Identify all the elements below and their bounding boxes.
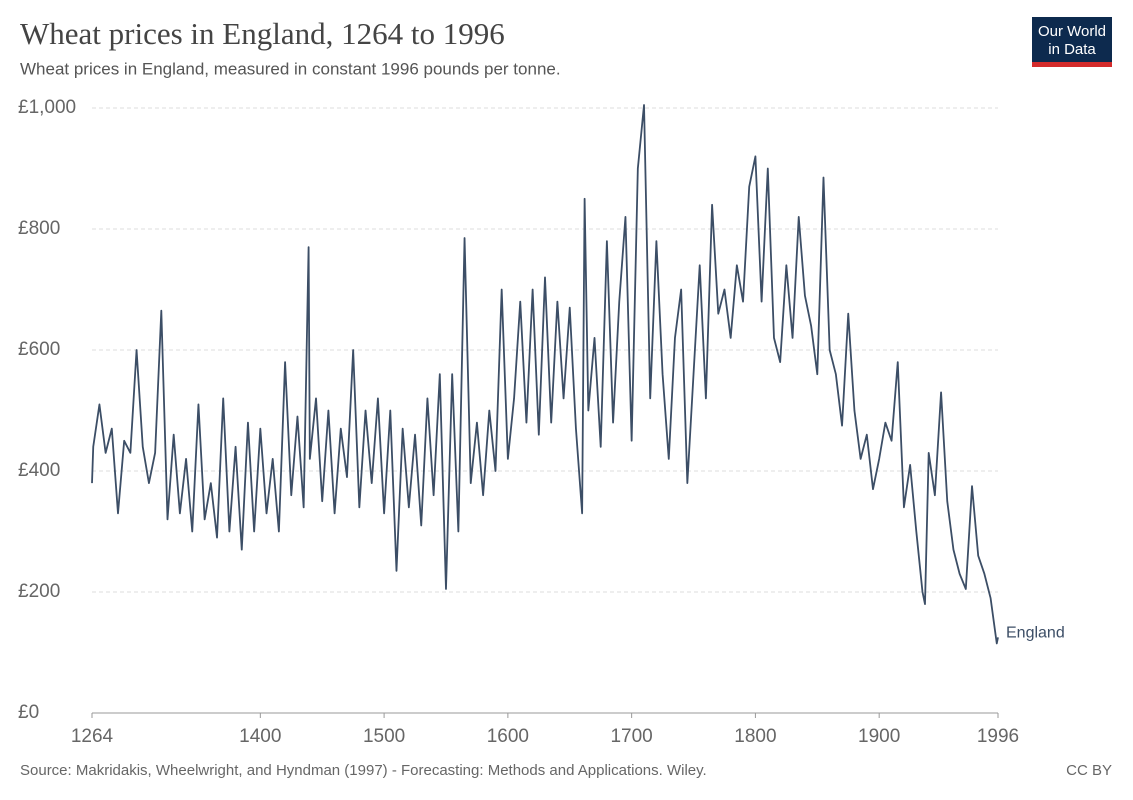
y-tick-label: £400 [18,460,60,481]
source-note: Source: Makridakis, Wheelwright, and Hyn… [20,762,707,779]
chart-subtitle: Wheat prices in England, measured in con… [20,59,561,78]
x-tick-label: 1400 [239,726,281,747]
x-tick-label: 1500 [363,726,405,747]
x-tick-label: 1700 [610,726,652,747]
y-tick-label: £0 [18,702,39,723]
x-tick-label: 1800 [734,726,776,747]
logo-text: in Data [1048,41,1096,58]
logo-text: Our World [1038,23,1106,40]
logo-stripe [1032,62,1112,67]
x-tick-label: 1900 [858,726,900,747]
chart-title: Wheat prices in England, 1264 to 1996 [20,16,505,51]
y-tick-label: £800 [18,218,60,239]
license: CC BY [1066,762,1112,779]
y-tick-label: £200 [18,581,60,602]
logo-box [1032,17,1112,67]
series-label: England [1006,625,1065,642]
y-tick-label: £1,000 [18,97,76,118]
x-tick-label: 1996 [977,726,1019,747]
x-tick-label: 1600 [487,726,529,747]
y-tick-label: £600 [18,339,60,360]
data-line [91,104,999,645]
x-tick-label: 1264 [71,726,114,747]
